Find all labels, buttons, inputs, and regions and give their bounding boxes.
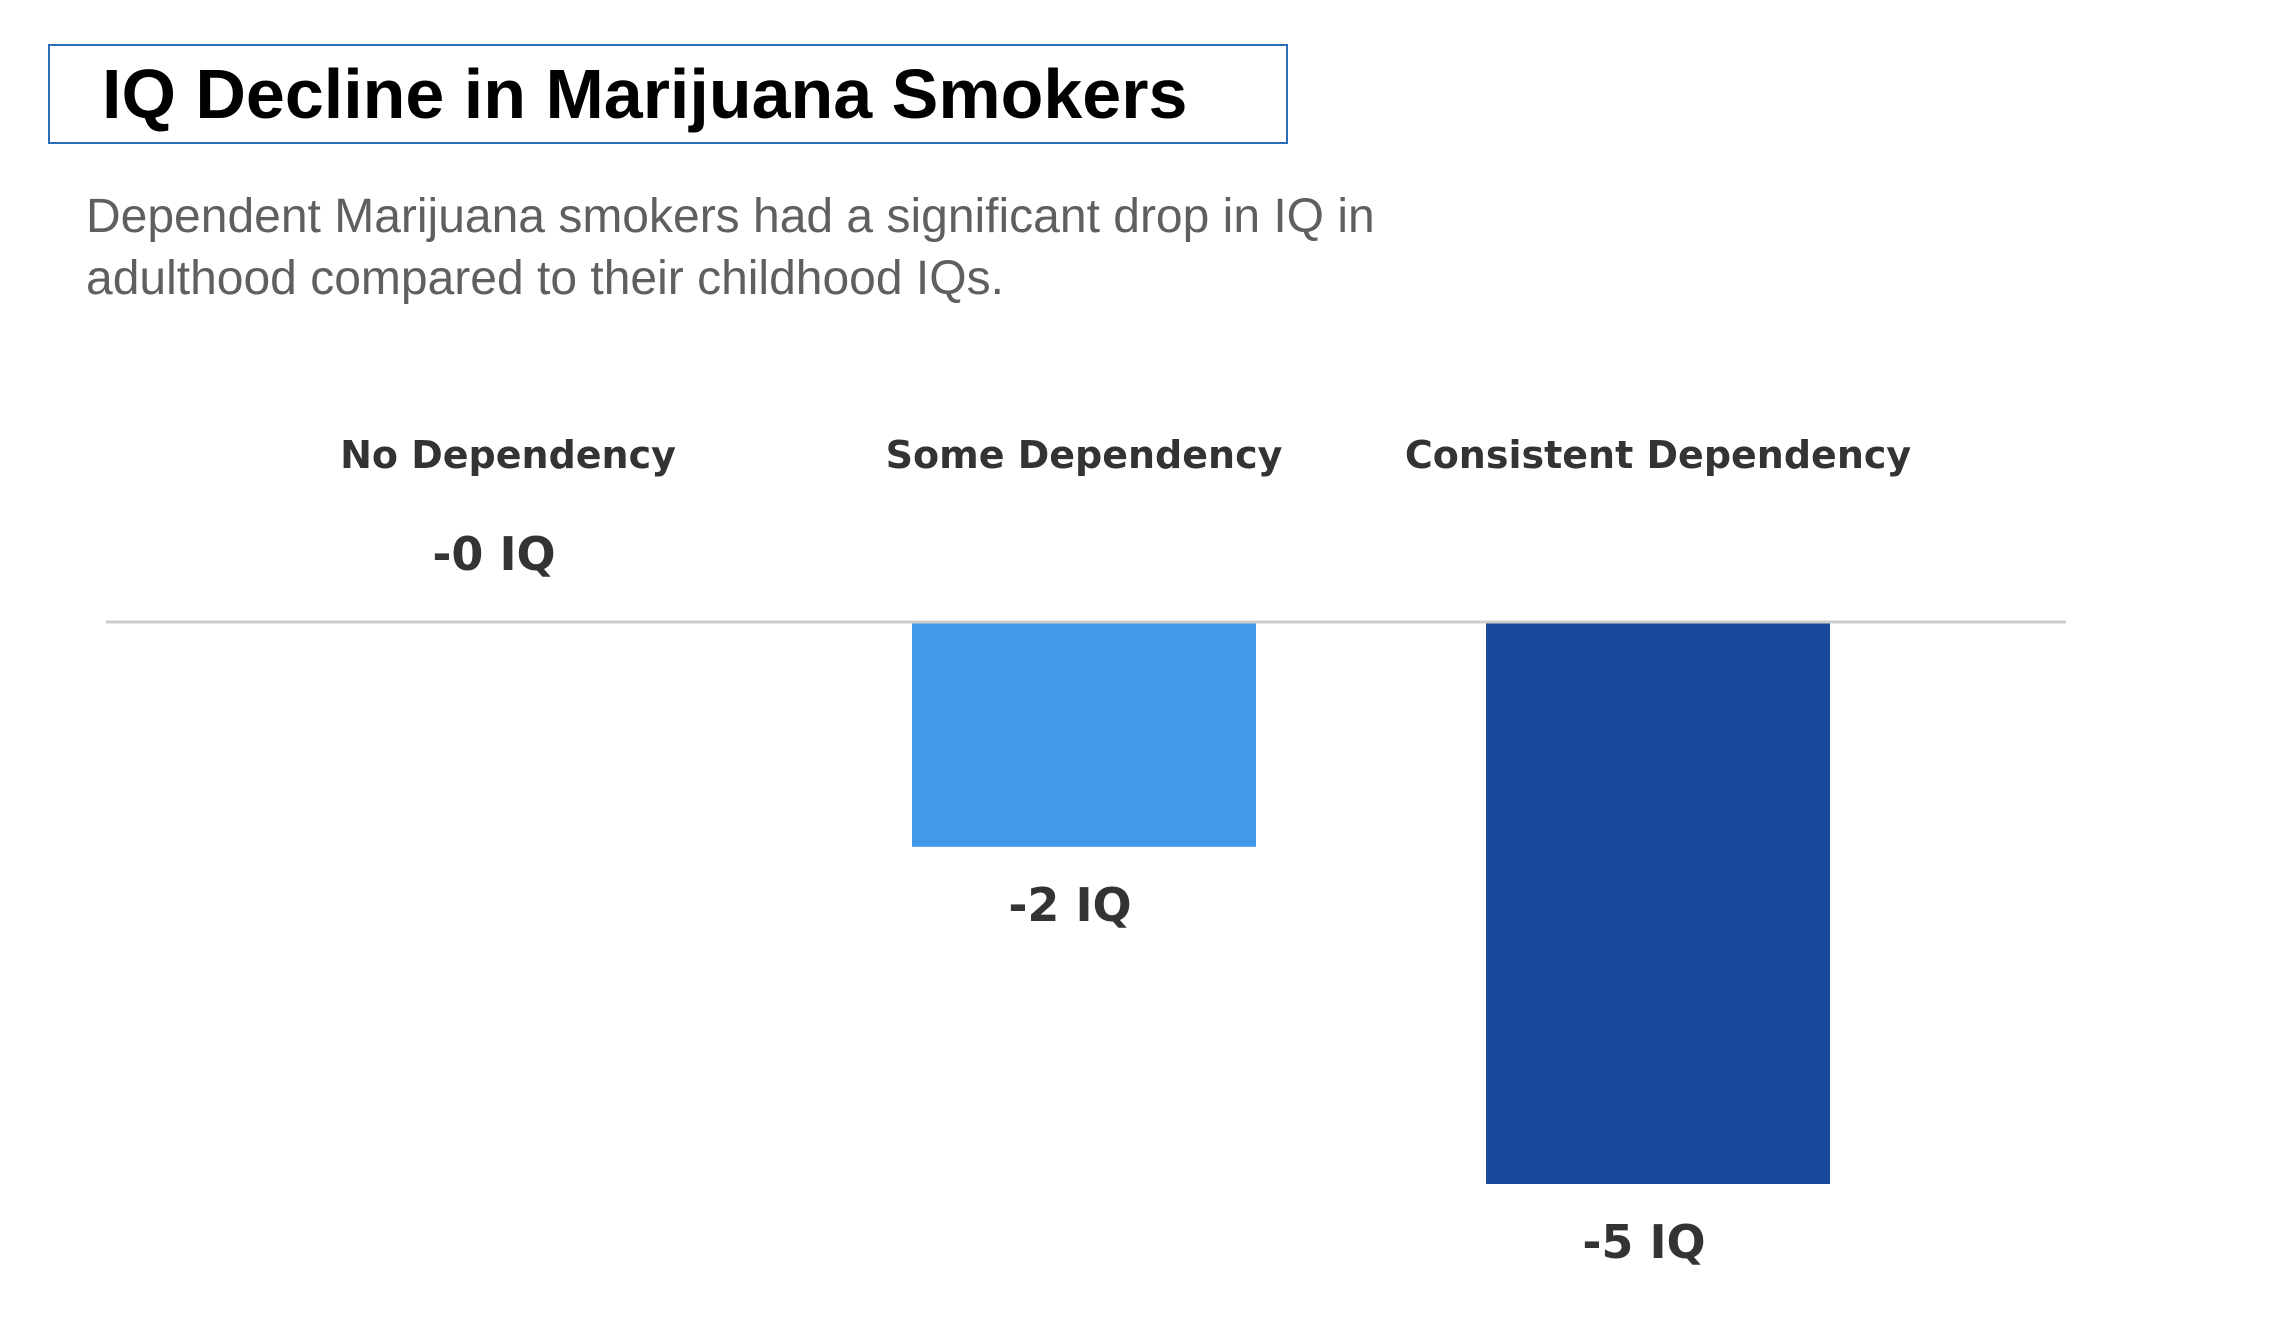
category-label-0: No Dependency (340, 433, 676, 477)
title-box: IQ Decline in Marijuana Smokers (48, 44, 1288, 144)
chart-subtitle: Dependent Marijuana smokers had a signif… (86, 190, 1375, 305)
chart-title: IQ Decline in Marijuana Smokers (102, 55, 1188, 133)
bar-2 (1486, 622, 1830, 1184)
value-label-2: -5 IQ (1582, 1215, 1705, 1269)
category-label-2: Consistent Dependency (1405, 433, 1912, 477)
value-label-0: -0 IQ (432, 527, 555, 581)
category-label-1: Some Dependency (886, 433, 1283, 477)
value-label-1: -2 IQ (1008, 878, 1131, 932)
bar-1 (912, 622, 1256, 847)
